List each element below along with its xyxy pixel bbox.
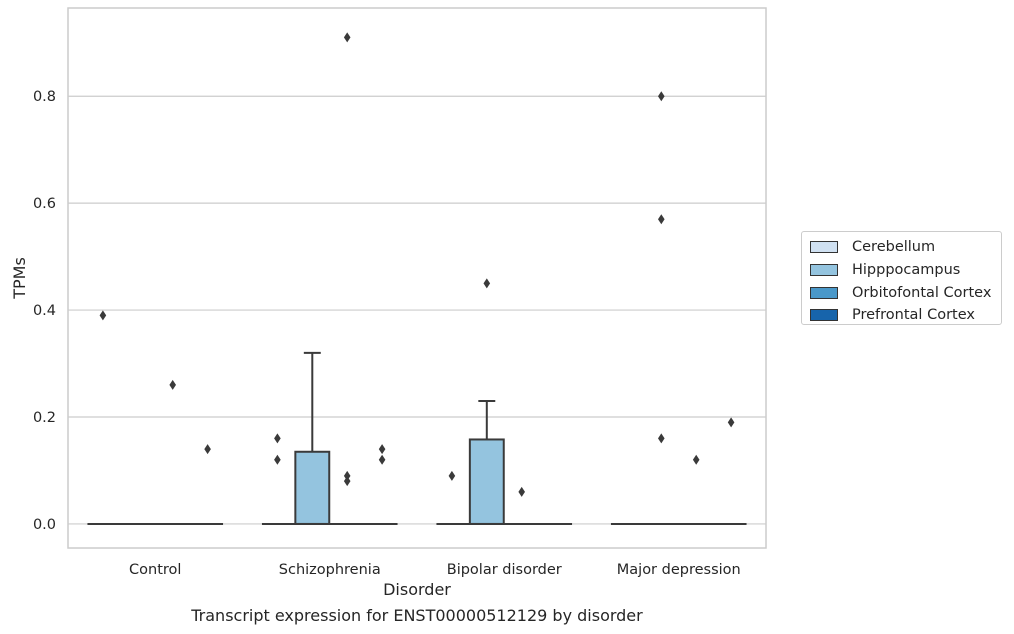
legend-label: Cerebellum	[852, 239, 936, 256]
outlier-point	[343, 470, 351, 481]
legend-swatch	[810, 264, 838, 277]
legend-item: Cerebellum	[810, 236, 993, 259]
legend-swatch	[810, 241, 838, 254]
y-axis-label: TPMs	[10, 257, 29, 300]
y-tick-label: 0.2	[33, 410, 56, 426]
legend-item: Prefrontal Cortex	[810, 304, 993, 327]
x-axis-label: Disorder	[383, 580, 451, 599]
outlier-point	[274, 454, 281, 465]
y-tick-labels: 0.0 0.2 0.4 0.6 0.8	[33, 89, 56, 533]
legend-swatch	[810, 309, 838, 322]
legend-label: Orbitofontal Cortex	[852, 284, 992, 301]
legend-label: Hipppocampus	[852, 262, 961, 279]
x-tick-label: Bipolar disorder	[447, 562, 562, 578]
boxes	[87, 351, 747, 525]
box	[468, 438, 505, 525]
gridlines	[68, 95, 766, 525]
outlier-point	[658, 433, 665, 444]
outlier-point	[343, 32, 351, 43]
x-tick-label: Major depression	[617, 562, 741, 578]
legend-swatch	[810, 286, 838, 299]
outlier-point	[274, 433, 281, 444]
plot-frame	[67, 7, 767, 549]
x-tick-labels: Control Schizophrenia Bipolar disorder Majo…	[129, 562, 741, 578]
outlier-point	[727, 417, 735, 428]
outlier-point	[658, 91, 665, 102]
y-tick-label: 0.4	[33, 303, 56, 319]
outlier-point	[448, 470, 456, 481]
figure-caption: Transcript expression for ENST0000051212…	[191, 606, 643, 625]
outlier-point	[658, 214, 665, 225]
legend-label: Prefrontal Cortex	[852, 307, 975, 324]
y-tick-label: 0.0	[33, 517, 56, 533]
outlier-point	[483, 278, 491, 289]
outlier-points	[99, 32, 735, 497]
outlier-point	[692, 454, 700, 465]
legend-item: Hipppocampus	[810, 259, 993, 282]
outlier-point	[343, 476, 351, 487]
x-tick-label: Control	[129, 562, 181, 578]
outlier-point	[378, 454, 386, 465]
legend-item: Orbitofontal Cortex	[810, 281, 993, 304]
outlier-point	[518, 486, 525, 497]
x-tick-label: Schizophrenia	[279, 562, 381, 578]
outlier-point	[378, 444, 386, 455]
outlier-point	[204, 444, 211, 455]
y-tick-label: 0.6	[33, 196, 56, 212]
legend: Cerebellum Hipppocampus Orbitofontal Corte…	[801, 231, 1002, 325]
box	[294, 450, 331, 525]
outlier-point	[99, 310, 107, 321]
y-tick-label: 0.8	[33, 89, 56, 105]
outlier-point	[169, 379, 176, 390]
